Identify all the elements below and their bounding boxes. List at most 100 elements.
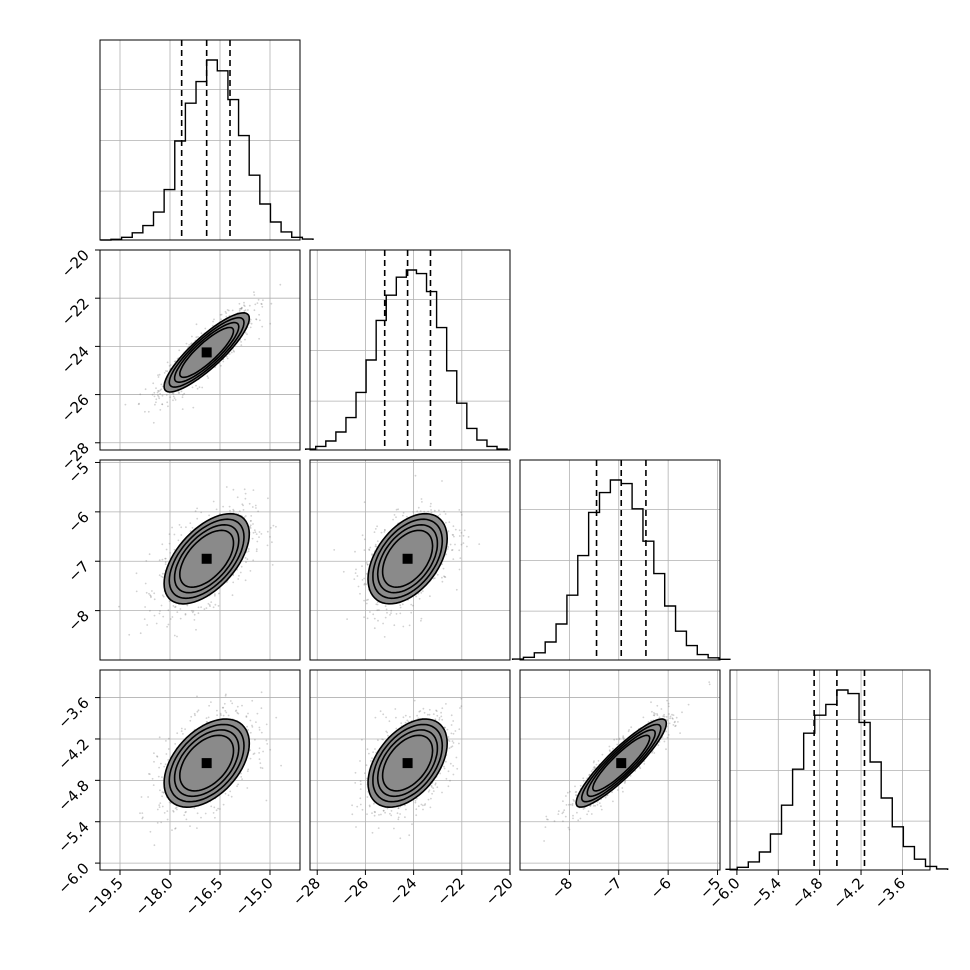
scatter-point [363, 501, 366, 504]
scatter-point [384, 529, 386, 532]
scatter-point [168, 533, 171, 535]
scatter-point [460, 705, 463, 708]
scatter-point [369, 611, 371, 613]
scatter-point [448, 740, 451, 742]
scatter-point [374, 545, 377, 548]
scatter-point [174, 827, 177, 829]
scatter-point [459, 707, 461, 709]
scatter-point [158, 390, 160, 393]
scatter-point [181, 408, 184, 410]
scatter-point [422, 808, 424, 811]
scatter-point [178, 349, 181, 352]
scatter-point [364, 772, 366, 775]
scatter-point [376, 609, 379, 612]
scatter-point [380, 531, 383, 534]
scatter-point [190, 715, 193, 718]
scatter-point [359, 592, 361, 595]
scatter-point [592, 766, 595, 769]
scatter-point [389, 614, 391, 616]
scatter-point [434, 718, 437, 721]
scatter-point [200, 332, 203, 335]
scatter-point [173, 397, 176, 399]
scatter-point [677, 721, 679, 723]
scatter-point [185, 342, 188, 345]
scatter-point [258, 729, 261, 731]
scatter-point [359, 783, 362, 786]
scatter-point [171, 616, 174, 618]
scatter-point [144, 410, 146, 413]
scatter-point [383, 636, 386, 638]
scatter-point [430, 509, 432, 511]
scatter-point [448, 521, 451, 523]
scatter-point [169, 364, 172, 366]
scatter-point [224, 694, 227, 697]
scatter-point [421, 590, 424, 592]
scatter-point [168, 737, 170, 740]
scatter-point [420, 498, 423, 500]
scatter-point [595, 763, 598, 766]
scatter-point [161, 558, 164, 561]
scatter-point [444, 726, 446, 729]
scatter-point [365, 602, 368, 605]
scatter-point [593, 765, 596, 768]
scatter-point [194, 510, 197, 513]
scatter-point [207, 602, 210, 605]
scatter-point [437, 514, 440, 517]
scatter-point [400, 722, 403, 725]
scatter-point [196, 507, 199, 510]
scatter-point [152, 382, 155, 385]
scatter-point [176, 611, 179, 613]
scatter-point [164, 557, 167, 560]
scatter-point [224, 310, 227, 313]
scatter-point [222, 803, 225, 806]
scatter-point [191, 386, 194, 389]
scatter-point [385, 716, 387, 719]
scatter-point [247, 768, 250, 771]
scatter-point [249, 731, 252, 734]
scatter-point [363, 549, 366, 551]
scatter-point [247, 548, 250, 550]
scatter-point [155, 401, 157, 404]
scatter-point [566, 791, 569, 794]
scatter-point [270, 527, 272, 529]
scatter-point [454, 730, 457, 732]
scatter-point [241, 704, 243, 707]
scatter-point [447, 736, 450, 738]
scatter-point [157, 389, 160, 392]
scatter-point [416, 510, 419, 513]
scatter-point [137, 403, 140, 406]
scatter-point [356, 575, 359, 577]
scatter-point [197, 336, 199, 338]
scatter-point [671, 713, 673, 716]
scatter-point [156, 391, 159, 394]
scatter-point [213, 806, 216, 809]
scatter-point [196, 710, 199, 713]
scatter-point [430, 784, 433, 787]
scatter-point [441, 707, 444, 710]
scatter-point [240, 307, 243, 310]
scatter-point [249, 527, 252, 529]
scatter-point [367, 598, 369, 601]
scatter-point [381, 738, 383, 740]
scatter-point [200, 606, 203, 609]
scatter-point [622, 736, 624, 739]
scatter-point [587, 810, 590, 813]
scatter-point [249, 570, 252, 572]
scatter-point [592, 805, 595, 807]
scatter-point [212, 606, 215, 609]
scatter-point [270, 302, 273, 305]
scatter-point [252, 523, 254, 525]
scatter-point [419, 510, 422, 512]
scatter-point [240, 307, 242, 310]
scatter-point [168, 801, 171, 804]
scatter-point [161, 776, 163, 778]
scatter-point [419, 710, 422, 712]
scatter-point [361, 808, 364, 811]
scatter-point [158, 574, 161, 577]
scatter-point [163, 812, 166, 814]
scatter-point [380, 813, 382, 816]
scatter-point [639, 767, 642, 770]
scatter-point [173, 548, 176, 551]
scatter-point [359, 780, 362, 783]
